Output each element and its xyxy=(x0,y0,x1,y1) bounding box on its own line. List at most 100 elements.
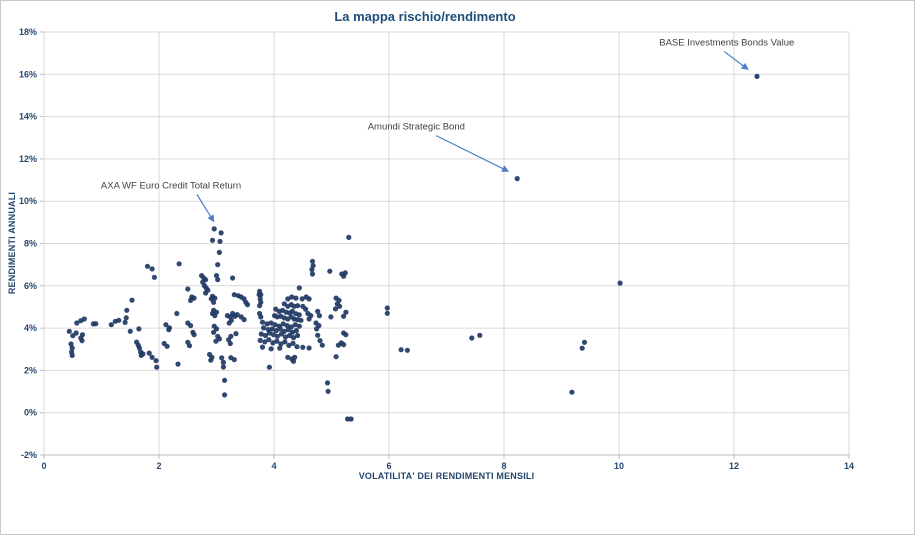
y-tick-label: 14% xyxy=(19,112,37,122)
scatter-point xyxy=(234,312,240,318)
scatter-point xyxy=(285,296,291,302)
scatter-point xyxy=(341,342,347,348)
scatter-point xyxy=(270,340,276,346)
scatter-point xyxy=(477,332,483,338)
scatter-point xyxy=(188,297,194,303)
scatter-point xyxy=(266,337,272,343)
scatter-point xyxy=(227,340,233,347)
scatter-point xyxy=(269,326,275,332)
scatter-point xyxy=(258,314,264,320)
scatter-point xyxy=(335,342,341,348)
chart-title: La mappa rischio/rendimento xyxy=(334,9,516,24)
annotation-arrow xyxy=(435,135,510,172)
scatter-point xyxy=(216,249,222,255)
scatter-point xyxy=(306,316,312,322)
scatter-point xyxy=(293,328,299,334)
scatter-point xyxy=(149,266,155,272)
scatter-point xyxy=(469,335,475,341)
scatter-point xyxy=(295,303,301,309)
scatter-point xyxy=(186,343,193,349)
scatter-point xyxy=(262,332,268,339)
scatter-point xyxy=(292,322,298,328)
annotation-label: Amundi Strategic Bond xyxy=(368,121,465,132)
scatter-point xyxy=(68,341,74,347)
scatter-point xyxy=(208,357,214,363)
scatter-point xyxy=(261,325,267,331)
annotation-label: BASE Investments Bonds Value xyxy=(659,37,794,48)
scatter-point xyxy=(569,389,575,395)
scatter-point xyxy=(319,342,325,348)
scatter-point xyxy=(617,280,623,286)
scatter-point xyxy=(290,358,297,364)
scatter-point xyxy=(309,271,316,277)
x-tick-label: 8 xyxy=(501,461,506,471)
scatter-point xyxy=(215,277,221,283)
scatter-point xyxy=(140,351,146,357)
scatter-point xyxy=(211,329,217,335)
scatter-point xyxy=(285,354,291,360)
scatter-point xyxy=(286,332,293,339)
scatter-point xyxy=(290,340,296,346)
scatter-point xyxy=(327,268,333,274)
scatter-point xyxy=(154,364,160,370)
scatter-point xyxy=(219,355,225,361)
scatter-point xyxy=(203,290,209,296)
scatter-point xyxy=(218,230,224,236)
scatter-point xyxy=(185,286,191,292)
scatter-point xyxy=(258,331,264,337)
scatter-point xyxy=(230,275,236,281)
scatter-point xyxy=(116,317,122,323)
scatter-point xyxy=(163,322,169,328)
scatter-point xyxy=(284,323,290,329)
annotation-arrow xyxy=(723,50,749,70)
scatter-point xyxy=(348,416,354,422)
scatter-point xyxy=(294,344,300,350)
scatter-point xyxy=(149,354,155,360)
scatter-point xyxy=(295,332,301,339)
x-tick-label: 10 xyxy=(614,461,624,471)
scatter-point xyxy=(69,345,75,351)
scatter-point xyxy=(220,364,226,370)
scatter-point xyxy=(274,333,280,339)
scatter-point xyxy=(222,377,228,383)
scatter-point xyxy=(191,332,197,338)
y-tick-label: 2% xyxy=(24,365,37,375)
annotation-label: AXA WF Euro Credit Total Return xyxy=(101,180,241,191)
scatter-point xyxy=(164,343,170,349)
scatter-point xyxy=(136,326,142,332)
scatter-point xyxy=(151,274,157,280)
scatter-point xyxy=(341,313,347,319)
scatter-point xyxy=(315,332,321,338)
scatter-point xyxy=(79,338,85,344)
scatter-point xyxy=(166,327,172,333)
x-tick-label: 6 xyxy=(386,461,391,471)
scatter-point xyxy=(257,337,263,343)
scatter-point xyxy=(289,294,295,300)
scatter-point xyxy=(146,350,152,356)
x-tick-label: 2 xyxy=(156,461,161,471)
scatter-point xyxy=(272,322,278,328)
scatter-point xyxy=(122,319,128,325)
scatter-point xyxy=(268,346,274,352)
annotation-arrow xyxy=(196,194,215,223)
scatter-point xyxy=(259,344,266,350)
scatter-point xyxy=(217,238,223,244)
scatter-point xyxy=(241,317,247,323)
y-tick-label: 16% xyxy=(19,69,37,79)
scatter-point xyxy=(300,344,306,350)
scatter-point xyxy=(398,347,404,353)
scatter-point xyxy=(328,314,334,320)
scatter-point xyxy=(581,339,588,345)
scatter-point xyxy=(266,364,272,370)
y-tick-label: 18% xyxy=(19,27,37,37)
scatter-point xyxy=(215,262,221,268)
scatter-point xyxy=(176,261,182,267)
scatter-point xyxy=(268,320,274,326)
scatter-point xyxy=(384,310,390,316)
scatter-point xyxy=(213,326,220,332)
scatter-point xyxy=(73,330,79,336)
scatter-point xyxy=(286,342,292,348)
scatter-point xyxy=(299,296,305,302)
scatter-point xyxy=(293,295,299,301)
